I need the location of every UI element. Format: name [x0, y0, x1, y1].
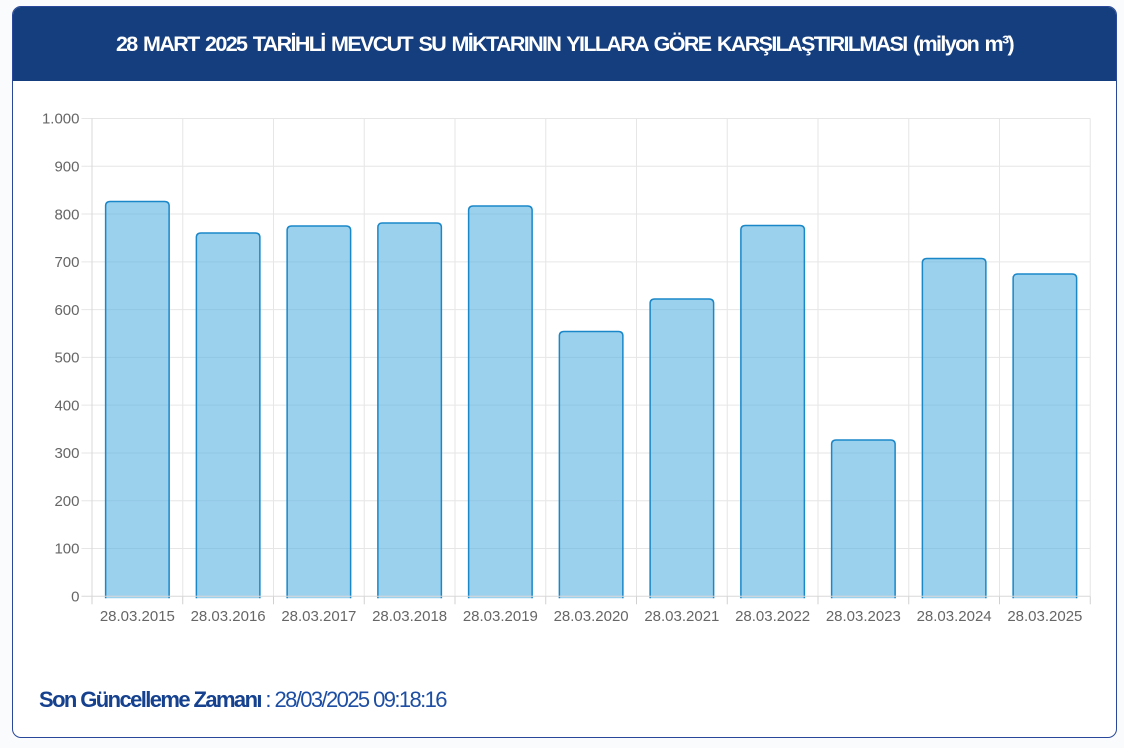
svg-text:28.03.2020: 28.03.2020 — [554, 608, 629, 625]
svg-text:28.03.2024: 28.03.2024 — [917, 608, 992, 625]
svg-text:200: 200 — [54, 493, 79, 510]
svg-text:28.03.2017: 28.03.2017 — [281, 608, 356, 625]
svg-text:800: 800 — [54, 206, 79, 223]
svg-text:0: 0 — [71, 589, 79, 606]
svg-text:1.000: 1.000 — [42, 111, 80, 128]
svg-text:28.03.2021: 28.03.2021 — [644, 608, 719, 625]
svg-text:900: 900 — [54, 158, 79, 175]
svg-text:28.03.2019: 28.03.2019 — [463, 608, 538, 625]
svg-text:28.03.2025: 28.03.2025 — [1007, 608, 1082, 625]
svg-text:28.03.2022: 28.03.2022 — [735, 608, 810, 625]
svg-text:300: 300 — [54, 445, 79, 462]
svg-text:500: 500 — [54, 350, 79, 367]
svg-text:28.03.2016: 28.03.2016 — [191, 608, 266, 625]
svg-text:28.03.2023: 28.03.2023 — [826, 608, 901, 625]
svg-text:400: 400 — [54, 397, 79, 414]
svg-text:700: 700 — [54, 254, 79, 271]
svg-text:600: 600 — [54, 302, 79, 319]
svg-text:28.03.2018: 28.03.2018 — [372, 608, 447, 625]
svg-text:28.03.2015: 28.03.2015 — [100, 608, 175, 625]
svg-text:100: 100 — [54, 541, 79, 558]
